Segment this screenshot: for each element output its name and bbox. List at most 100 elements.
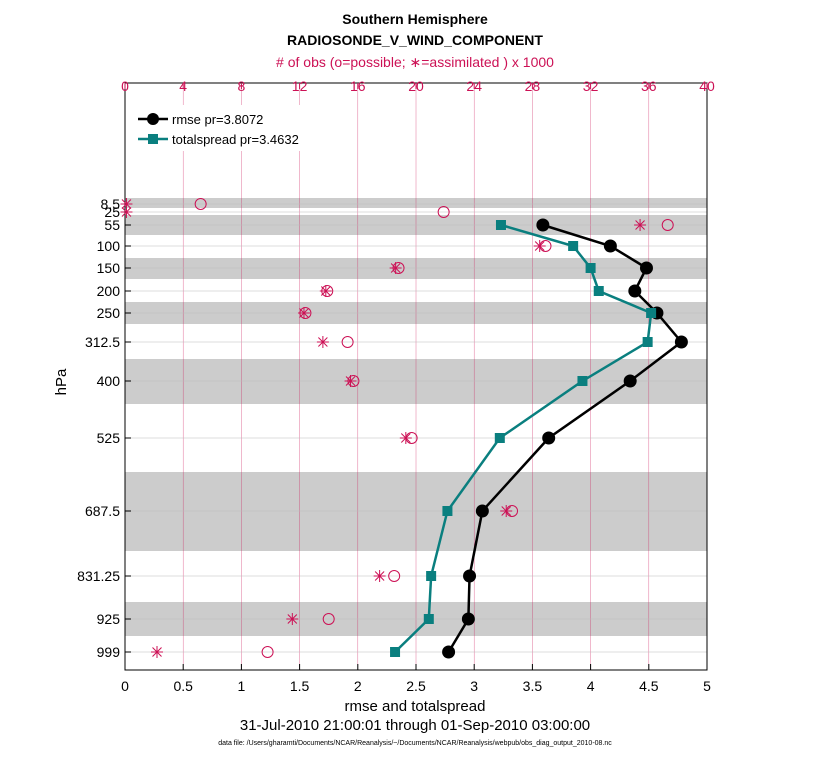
bottom-tick-label: 1 [238,678,246,694]
obs-assimilated-stroke [374,571,385,581]
obs-assimilated-stroke [121,199,132,209]
top-axis-label: # of obs (o=possible; ∗=assimilated ) x … [276,54,554,70]
y-tick-label: 8.5 [101,196,121,212]
obs-assimilated-marker [344,375,357,387]
legend-rmse-label: rmse pr=3.8072 [172,112,263,127]
totalspread-point [642,337,653,347]
rmse-point [475,504,489,518]
totalspread-point [568,241,579,251]
rmse-point [639,261,653,275]
y-tick-label: 831.25 [77,568,120,584]
obs-possible-marker [322,613,335,625]
y-tick-label: 999 [97,644,121,660]
rmse-point [463,569,477,583]
bottom-tick-label: 1.5 [290,678,310,694]
bottom-tick-label: 0.5 [173,678,193,694]
obs-assimilated-stroke [390,263,401,273]
obs-possible-marker [261,646,274,658]
y-tick-label: 525 [97,430,121,446]
y-axis-label: hPa [53,368,70,395]
obs-assimilated-stroke [635,220,645,230]
obs-assimilated-marker [399,432,412,444]
y-tick-label: 400 [97,373,121,389]
legend: rmse pr=3.8072 totalspread pr=3.4632 [134,105,314,151]
obs-assimilated-stroke [287,614,298,624]
obs-assimilated-marker [373,570,386,582]
y-tick-label: 55 [104,217,120,233]
bottom-axis-ticks: 0 0.5 1 1.5 2 2.5 3 3.5 4 4.5 5 [121,664,711,694]
obs-assimilated-stroke [318,337,328,347]
obs-assimilated-stroke [299,308,309,318]
bottom-tick-label: 3 [470,678,478,694]
top-tick-label: 0 [121,78,129,94]
y-tick-label: 150 [97,260,121,276]
y-tick-label: 200 [97,283,121,299]
obs-assimilated-stroke [320,286,331,296]
rmse-point [536,218,550,232]
y-tick-label: 25 [104,204,120,220]
rmse-point [603,239,617,253]
date-range: 31-Jul-2010 21:00:01 through 01-Sep-2010… [240,717,590,734]
totalspread-line [394,223,653,653]
y-tick-label: 687.5 [85,503,120,519]
legend-rmse-marker [147,113,159,125]
y-tick-label: 312.5 [85,334,120,350]
y-tick-label: 925 [97,611,121,627]
top-tick-label: 28 [525,78,541,94]
top-axis-ticks: 0 4 8 12 16 20 24 28 32 36 40 [121,78,715,94]
totalspread-point [495,220,506,230]
obs-assimilated-marker [120,206,133,218]
totalspread-point [426,571,437,581]
totalspread-point [494,433,505,443]
totalspread-point [585,263,596,273]
top-tick-label: 20 [408,78,424,94]
totalspread-point [593,286,604,296]
obs-assimilated-marker [533,240,546,252]
obs-assimilated-stroke [400,433,411,443]
data-file-path: data file: /Users/gharamti/Documents/NCA… [218,740,612,747]
obs-assimilated-marker [319,285,332,297]
rmse-point [623,374,637,388]
rmse-line [447,223,684,653]
obs-assimilated-marker [316,336,329,348]
top-tick-label: 16 [350,78,366,94]
obs-possible-marker [437,206,450,218]
bottom-tick-label: 2.5 [406,678,426,694]
totalspread-point [646,308,657,318]
top-tick-label: 36 [641,78,657,94]
top-tick-label: 12 [292,78,308,94]
legend-spread-marker [148,134,158,144]
totalspread-point [442,506,453,516]
obs-assimilated-marker [500,505,513,517]
obs-assimilated-marker [297,307,310,319]
obs-assimilated-stroke [501,506,512,516]
top-tick-label: 32 [583,78,599,94]
top-tick-label: 40 [699,78,715,94]
obs-possible-marker [341,336,354,348]
top-tick-label: 4 [179,78,187,94]
obs-possible-marker [661,219,674,231]
rmse-point [674,335,688,349]
rmse-point [442,645,456,659]
bottom-tick-label: 5 [703,678,711,694]
totalspread-point [577,376,588,386]
bottom-tick-label: 4 [587,678,595,694]
obs-assimilated-stroke [152,647,162,657]
chart-title: Southern Hemisphere [342,11,488,27]
bottom-tick-label: 0 [121,678,129,694]
y-tick-label: 100 [97,238,121,254]
legend-spread-label: totalspread pr=3.4632 [172,132,299,147]
obs-assimilated-marker [634,219,647,231]
y-tick-label: 250 [97,305,121,321]
obs-assimilated-marker [389,262,402,274]
obs-assimilated-stroke [121,207,132,217]
totalspread-point [423,614,434,624]
obs-assimilated-stroke [534,241,545,251]
rmse-point [461,612,475,626]
bottom-tick-label: 4.5 [639,678,659,694]
rmse-point [628,284,642,298]
x-axis-label: rmse and totalspread [345,698,486,715]
obs-assimilated-marker [151,646,164,658]
obs-assimilated-marker [286,613,299,625]
